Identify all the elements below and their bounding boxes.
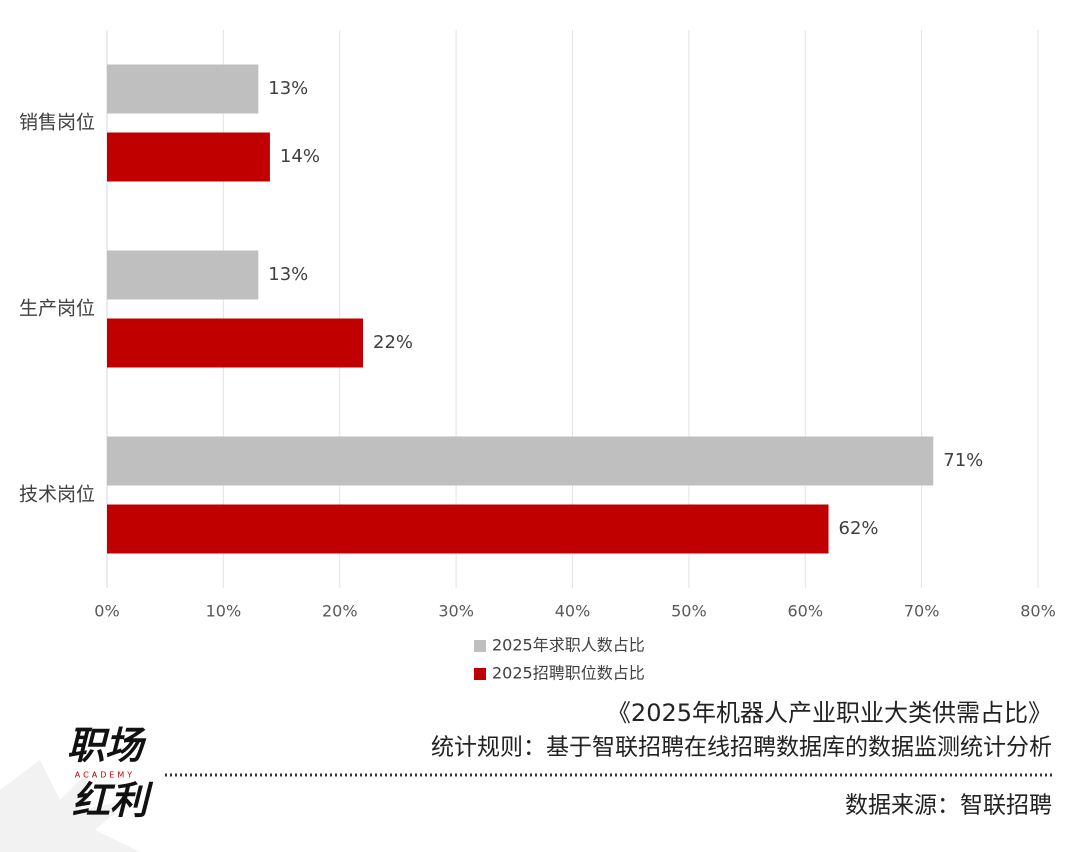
chart-source: 数据来源：智联招聘 <box>845 793 1052 819</box>
data-label: 13% <box>268 264 308 285</box>
data-label: 62% <box>839 518 879 539</box>
y-tick-label: 生产岗位 <box>19 298 95 320</box>
bar <box>107 132 270 182</box>
chart-note: 统计规则：基于智联招聘在线招聘数据库的数据监测统计分析 <box>431 735 1052 761</box>
x-tick-label: 50% <box>671 602 707 621</box>
x-tick-label: 40% <box>555 602 591 621</box>
legend-label: 2025招聘职位数占比 <box>492 664 645 683</box>
x-tick-label: 60% <box>787 602 823 621</box>
bar <box>107 318 364 368</box>
y-tick-label: 销售岗位 <box>19 112 95 134</box>
x-tick-label: 10% <box>206 602 242 621</box>
legend-label: 2025年求职人数占比 <box>492 636 645 655</box>
y-tick-label: 技术岗位 <box>19 484 95 506</box>
logo-middle: ACADEMY <box>75 771 135 780</box>
logo-bottom: 红利 <box>72 779 154 823</box>
bar <box>107 436 934 486</box>
logo-background <box>0 760 140 852</box>
x-tick-label: 20% <box>322 602 358 621</box>
x-tick-label: 70% <box>904 602 940 621</box>
x-tick-label: 80% <box>1020 602 1056 621</box>
legend-swatch <box>474 640 486 652</box>
bar <box>107 250 259 300</box>
data-label: 22% <box>373 332 413 353</box>
bar <box>107 504 829 554</box>
legend-swatch <box>474 668 486 680</box>
x-tick-label: 30% <box>438 602 474 621</box>
data-label: 13% <box>268 78 308 99</box>
chart-caption: 《2025年机器人产业职业大类供需占比》 <box>607 699 1052 727</box>
bar <box>107 64 259 114</box>
data-label: 14% <box>280 146 320 167</box>
x-tick-label: 0% <box>94 602 119 621</box>
data-label: 71% <box>943 450 983 471</box>
logo-top: 职场 <box>67 724 147 768</box>
